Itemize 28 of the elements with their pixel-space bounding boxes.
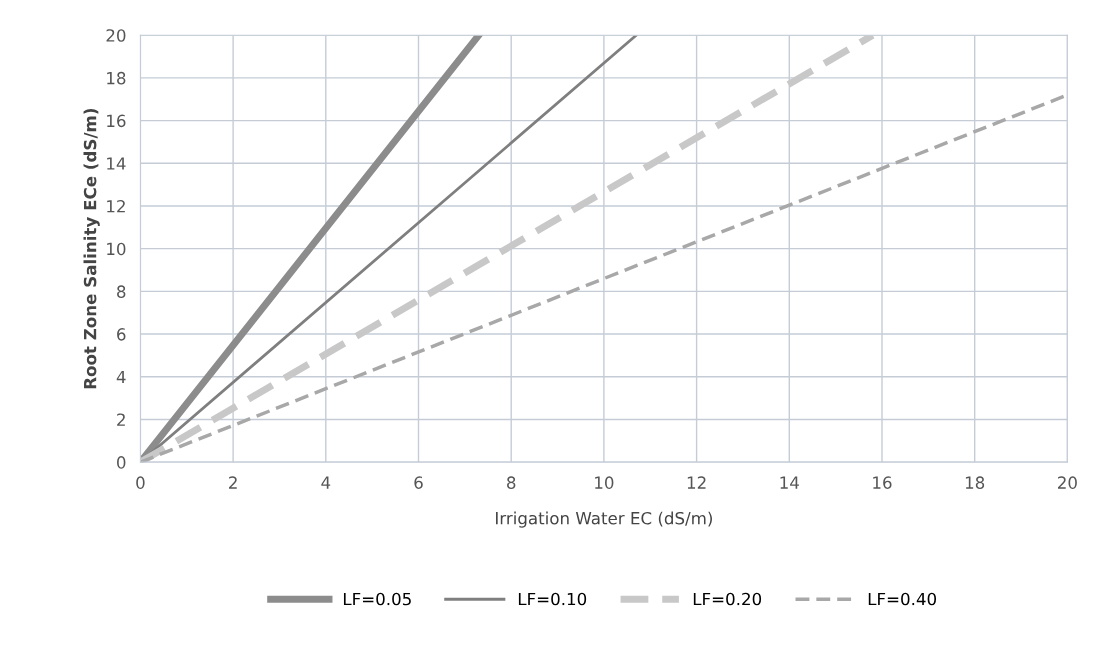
legend-label: LF=0.10 — [518, 592, 587, 606]
y-tick-label: 12 — [107, 199, 125, 213]
x-tick-label: 16 — [873, 476, 892, 489]
legend-label: LF=0.05 — [343, 592, 411, 606]
x-tick-label: 14 — [780, 476, 799, 489]
x-tick-label: 0 — [136, 476, 145, 489]
y-tick-label: 0 — [117, 456, 126, 469]
legend-label: LF=0.40 — [868, 592, 937, 606]
y-tick-label: 20 — [106, 29, 126, 42]
x-tick-label: 20 — [1058, 476, 1077, 489]
y-tick-label: 6 — [117, 328, 126, 341]
y-tick-label: 10 — [107, 242, 126, 256]
y-tick-label: 2 — [117, 413, 125, 426]
y-tick-label: 18 — [107, 71, 126, 85]
x-tick-label: 6 — [414, 476, 423, 489]
x-tick-label: 8 — [507, 476, 516, 489]
x-tick-label: 2 — [229, 476, 237, 489]
x-tick-label: 10 — [595, 476, 614, 489]
y-axis-title: Root Zone Salinity ECe (dS/m) — [83, 108, 100, 389]
x-tick-label: 18 — [965, 476, 985, 489]
x-tick-label: 12 — [687, 476, 706, 489]
y-tick-label: 14 — [107, 157, 126, 170]
x-tick-label: 4 — [321, 476, 331, 489]
y-tick-label: 4 — [116, 370, 126, 384]
y-tick-label: 8 — [117, 285, 126, 298]
x-axis-title: Irrigation Water EC (dS/m) — [496, 511, 712, 528]
y-tick-label: 16 — [107, 114, 126, 128]
legend-label: LF=0.20 — [693, 592, 762, 606]
